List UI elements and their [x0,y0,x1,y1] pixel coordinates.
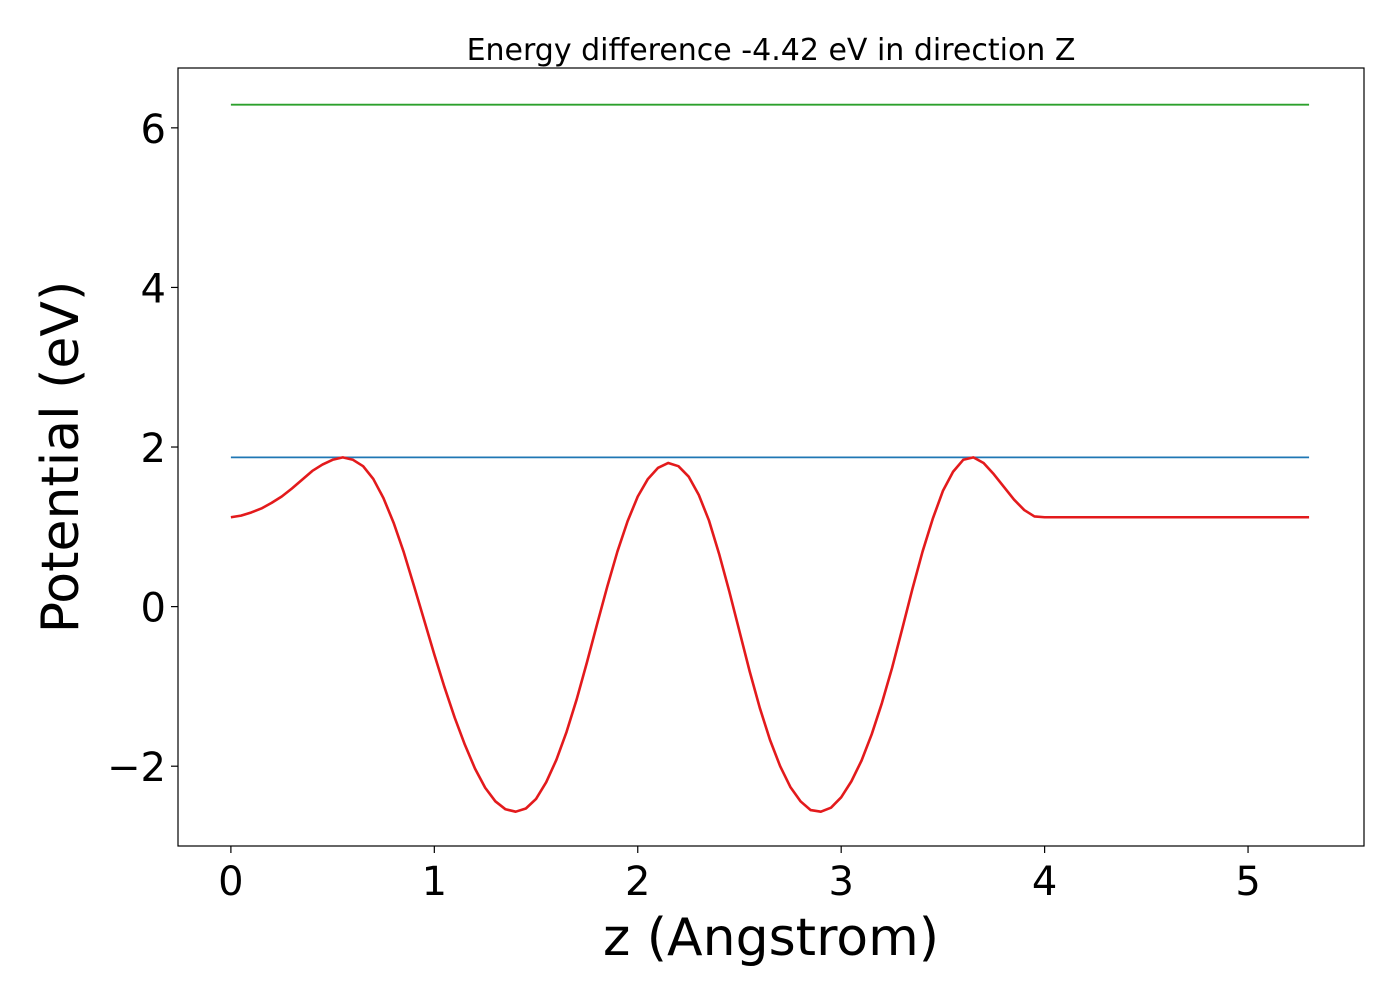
y-axis-ticks: −2 0 2 4 6 [107,107,178,791]
y-axis-label: Potential (eV) [31,281,91,633]
x-tick-label: 1 [422,859,447,905]
x-tick-label: 0 [218,859,243,905]
y-tick-label: 4 [141,266,166,312]
x-tick-label: 5 [1235,859,1260,905]
x-tick-label: 2 [625,859,650,905]
series-line-3 [230,456,1310,813]
x-tick-label: 3 [828,859,853,905]
plot-lines [230,103,1310,813]
y-tick-label: 6 [141,107,166,153]
y-tick-label: 0 [141,586,166,632]
y-tick-label: 2 [141,426,166,472]
y-tick-label: −2 [107,745,166,791]
x-axis-label: z (Angstrom) [603,908,939,968]
x-axis-ticks: 0 1 2 3 4 5 [218,846,1261,905]
plot-frame [177,67,1365,847]
x-tick-label: 4 [1032,859,1057,905]
chart-title: Energy difference -4.42 eV in direction … [467,33,1076,68]
